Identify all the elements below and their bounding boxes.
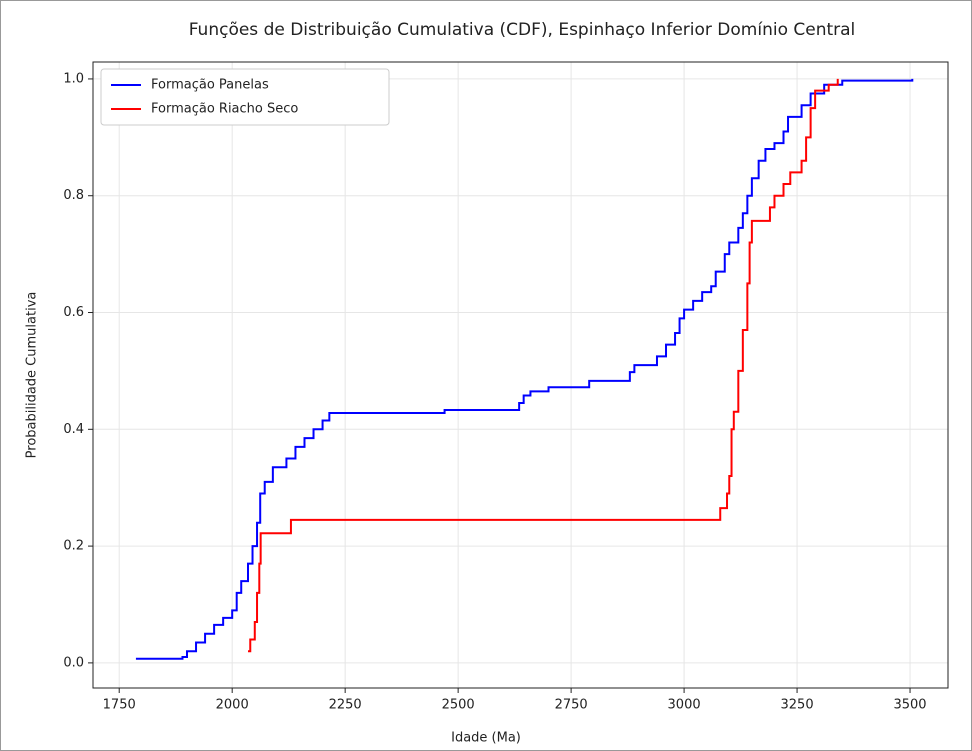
x-tick-label: 2500 [442, 698, 475, 713]
legend-box [100, 68, 390, 126]
x-tick-label: 2000 [216, 698, 249, 713]
x-tick-label: 2750 [555, 698, 588, 713]
x-tick-label: 3000 [668, 698, 701, 713]
x-tick-label: 3250 [781, 698, 814, 713]
plot-frame [92, 61, 949, 689]
x-tick-label: 3500 [893, 698, 926, 713]
x-axis-label: Idade (Ma) [451, 731, 521, 746]
y-tick-label: 0.2 [63, 539, 84, 554]
legend-label: Formação Riacho Seco [151, 102, 298, 117]
x-tick-label: 1750 [103, 698, 136, 713]
y-tick-label: 0.6 [63, 305, 84, 320]
cdf-line [248, 78, 839, 653]
y-axis-label: Probabilidade Cumulativa [25, 292, 40, 459]
y-tick-label: 0.0 [63, 655, 84, 670]
chart-title: Funções de Distribuição Cumulativa (CDF)… [189, 20, 856, 40]
cdf-line [135, 78, 914, 660]
y-tick-label: 0.4 [63, 422, 84, 437]
y-tick-label: 0.8 [63, 188, 84, 203]
legend-label: Formação Panelas [151, 78, 269, 93]
x-tick-label: 2250 [329, 698, 362, 713]
y-tick-label: 1.0 [63, 71, 84, 86]
